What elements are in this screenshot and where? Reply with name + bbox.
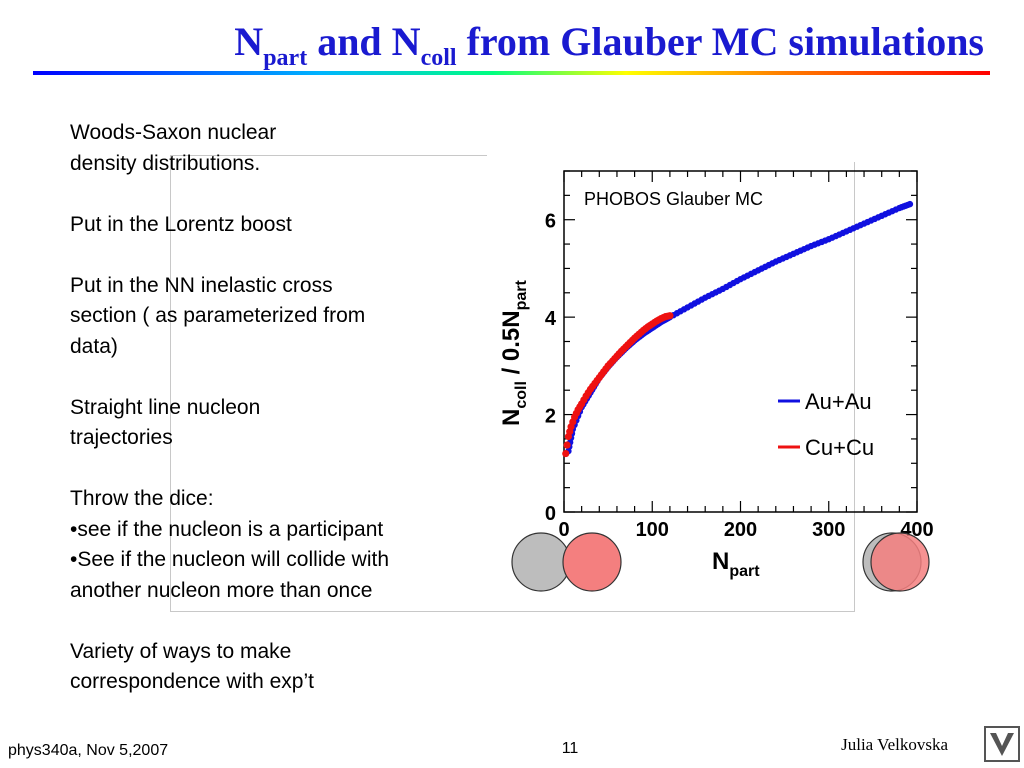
bullet-paragraph: Variety of ways to make correspondence wi… — [70, 637, 470, 698]
x-tick-label: 200 — [724, 519, 757, 541]
bullet-paragraph: Put in the NN inelastic cross section ( a… — [70, 271, 470, 363]
title-sub-part: part — [263, 45, 308, 71]
axis-ticks — [563, 170, 918, 513]
frame-mask — [487, 150, 857, 162]
title-sub-coll: coll — [420, 45, 457, 71]
chart-legend: Au+Au Cu+Cu — [778, 389, 874, 460]
data-points — [562, 200, 914, 458]
title-rainbow-rule — [33, 71, 990, 75]
y-axis-label: Ncoll / 0.5Npart — [498, 279, 530, 426]
logo-v-icon — [990, 733, 1014, 756]
x-tick-label: 400 — [900, 519, 933, 541]
bullet-line: Put in the NN inelastic cross — [70, 273, 333, 297]
bullet-line: •See if the nucleon will collide with — [70, 548, 390, 571]
bullet-line: Straight line nucleon — [70, 395, 261, 419]
x-tick-label: 300 — [812, 519, 845, 541]
legend-label: Cu+Cu — [805, 435, 874, 460]
bullet-line: Throw the dice: — [70, 487, 214, 510]
title-part-2: and N — [307, 19, 421, 64]
x-tick-label: 0 — [558, 519, 569, 541]
y-tick-label: 6 — [545, 211, 556, 233]
bullet-paragraph: Throw the dice: •see if the nucleon is a … — [70, 484, 470, 606]
ncoll-npart-chart: 0 100 200 300 400 0 2 4 6 PHOBOS Glauber MC Au+A… — [498, 170, 934, 580]
y-tick-label: 4 — [545, 308, 557, 330]
y-label-sub-part: part — [513, 279, 530, 310]
y-label-n: N — [498, 409, 525, 426]
chart-annotation: PHOBOS Glauber MC — [584, 189, 763, 209]
x-tick-label: 100 — [636, 519, 669, 541]
page-number: 11 — [561, 740, 579, 757]
university-logo — [984, 726, 1020, 762]
bullet-line: Variety of ways to make — [70, 639, 292, 663]
y-label-sub-coll: coll — [513, 381, 530, 409]
bullet-line: Woods-Saxon nuclear — [70, 121, 277, 144]
data-point — [563, 441, 571, 449]
bullet-line: •see if the nucleon is a participant — [70, 517, 384, 541]
x-axis-label: Npart — [712, 548, 760, 580]
series-au-au — [565, 200, 914, 455]
slide-title: Npart and Ncoll from Glauber MC simulati… — [0, 18, 984, 72]
bullet-line: data) — [70, 334, 118, 358]
bullet-line: Put in the Lorentz boost — [70, 212, 292, 236]
bullet-line: trajectories — [70, 426, 173, 449]
bullet-line: density distributions. — [70, 151, 261, 175]
bullet-line: another nucleon more than once — [70, 578, 373, 602]
bullet-paragraph: Straight line nucleon trajectories — [70, 393, 470, 454]
bullet-line: section ( as parameterized from — [70, 304, 366, 327]
x-label-main: N — [712, 548, 729, 575]
title-part-1: N — [234, 19, 264, 64]
data-point — [562, 449, 570, 458]
x-label-sub: part — [729, 563, 760, 580]
bullet-paragraph: Put in the Lorentz boost — [70, 210, 470, 241]
title-part-3: from Glauber MC simulations — [456, 19, 984, 64]
y-tick-label: 0 — [545, 503, 556, 525]
bullet-paragraph: Woods-Saxon nuclear density distributions… — [70, 118, 470, 179]
data-point — [906, 200, 914, 208]
series-cu-cu — [562, 312, 674, 458]
bullet-list: Woods-Saxon nuclear density distributions… — [70, 118, 470, 698]
legend-label: Au+Au — [805, 389, 872, 414]
data-point — [666, 312, 674, 320]
footer-course: phys340a, Nov 5,2007 — [8, 742, 169, 759]
y-tick-label: 2 — [545, 406, 556, 428]
bullet-line: correspondence with exp’t — [70, 670, 314, 693]
y-label-mid: / 0.5N — [498, 310, 525, 381]
footer-author: Julia Velkovska — [841, 735, 948, 754]
